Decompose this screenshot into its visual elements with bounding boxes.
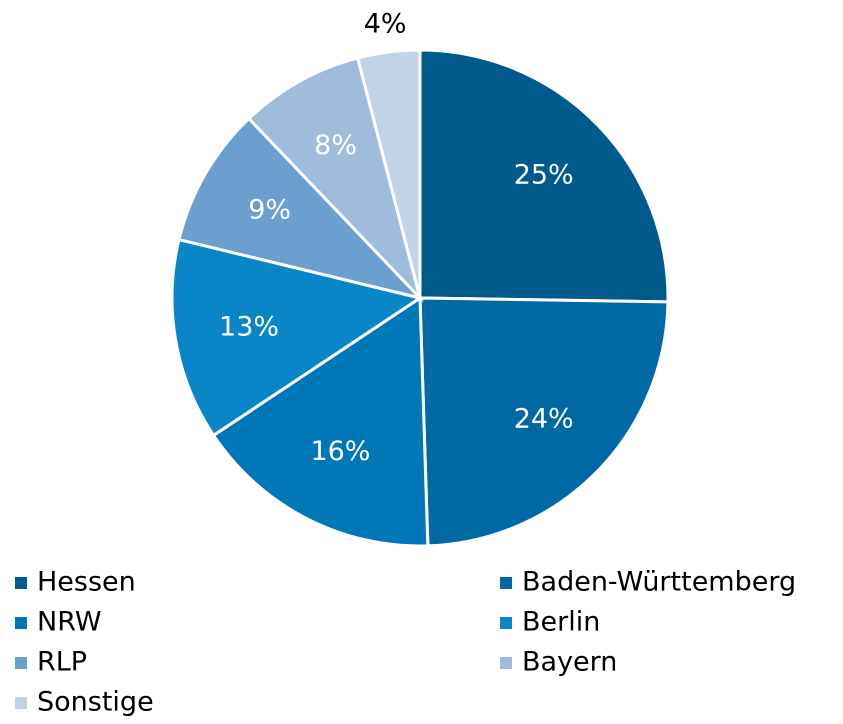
pie-slice (355, 48, 422, 299)
pie-slice (418, 48, 670, 304)
legend-swatch (500, 657, 512, 669)
legend-label: Baden-Württemberg (522, 567, 796, 598)
legend-swatch (15, 697, 27, 709)
data-label: 16% (310, 436, 370, 467)
data-label: 13% (219, 312, 279, 343)
data-label: 8% (314, 130, 357, 161)
legend-label: Hessen (37, 567, 136, 598)
legend-label: RLP (37, 647, 87, 678)
legend-swatch (500, 617, 512, 629)
legend-swatch (15, 577, 27, 589)
data-label: 24% (514, 403, 574, 434)
legend-label: Sonstige (37, 687, 154, 718)
pie-slice (418, 296, 670, 548)
legend-label: Bayern (522, 647, 617, 678)
pie-slice (177, 116, 425, 301)
data-label: 9% (248, 195, 291, 226)
pie-slice (246, 56, 423, 304)
legend-swatch (500, 577, 512, 589)
data-label: 4% (364, 8, 407, 39)
legend-label: Berlin (522, 607, 600, 638)
legend-swatch (15, 657, 27, 669)
legend-label: NRW (37, 607, 102, 638)
data-label: 25% (514, 160, 574, 191)
pie-slice (170, 237, 424, 438)
pie-slice (211, 295, 430, 548)
legend-swatch (15, 617, 27, 629)
